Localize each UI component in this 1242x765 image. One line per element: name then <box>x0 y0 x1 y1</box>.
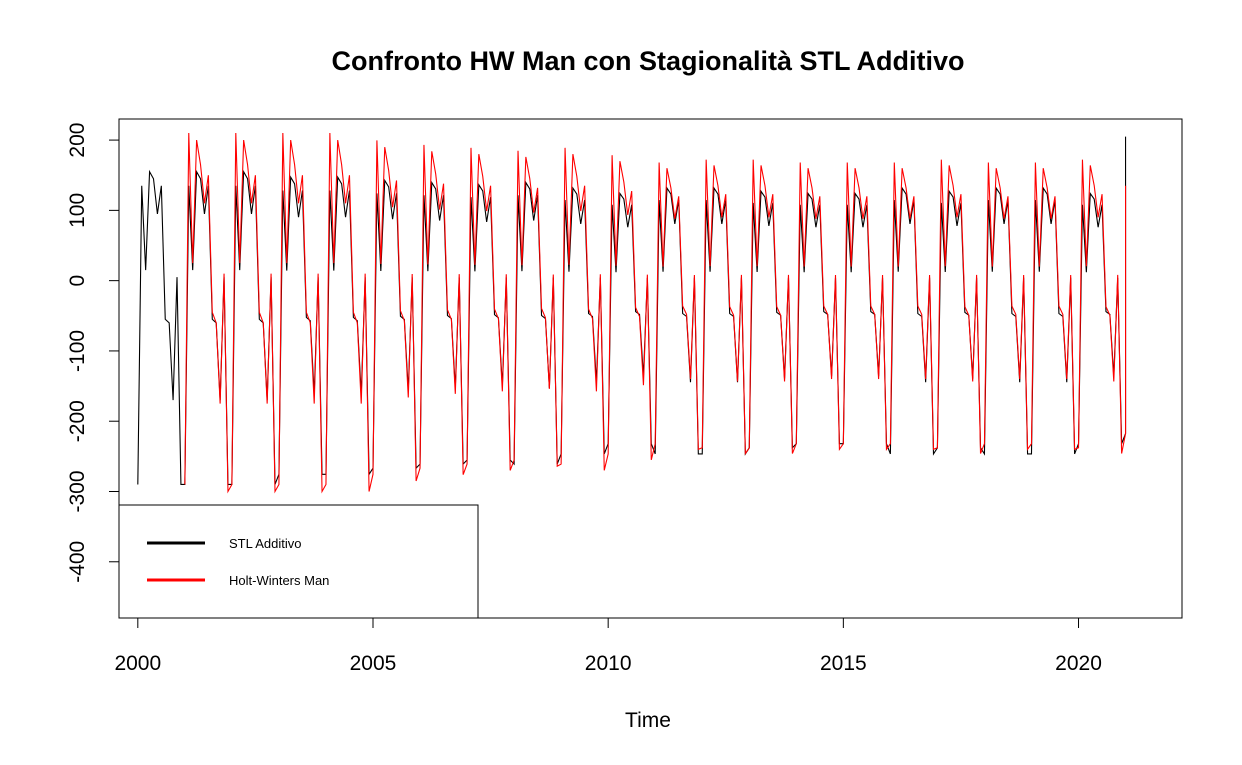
y-tick-label: 100 <box>66 193 89 228</box>
y-axis: -400 -300 -200 -100 0 100 200 <box>66 123 120 583</box>
y-tick-label: -100 <box>66 330 89 372</box>
series-line-holt-winters-man <box>184 133 1127 494</box>
x-tick-label: 2020 <box>1055 652 1102 675</box>
x-tick-label: 2005 <box>350 652 397 675</box>
x-tick-label: 2010 <box>585 652 632 675</box>
chart-title: Confronto HW Man con Stagionalità STL Ad… <box>332 46 965 76</box>
legend-label-stl: STL Additivo <box>229 536 302 551</box>
legend-box <box>118 504 479 619</box>
y-tick-label: -300 <box>66 470 89 512</box>
y-tick-label: 0 <box>66 275 89 287</box>
x-tick-label: 2015 <box>820 652 867 675</box>
series-layer <box>137 133 1127 494</box>
x-tick-label: 2000 <box>114 652 161 675</box>
legend: STL Additivo Holt-Winters Man <box>118 504 479 619</box>
y-tick-label: -200 <box>66 400 89 442</box>
y-tick-label: -400 <box>66 541 89 583</box>
y-tick-label: 200 <box>66 123 89 158</box>
x-axis: 2000 2005 2010 2015 2020 <box>114 617 1102 675</box>
x-axis-label: Time <box>625 709 671 732</box>
legend-label-hw: Holt-Winters Man <box>229 573 329 588</box>
